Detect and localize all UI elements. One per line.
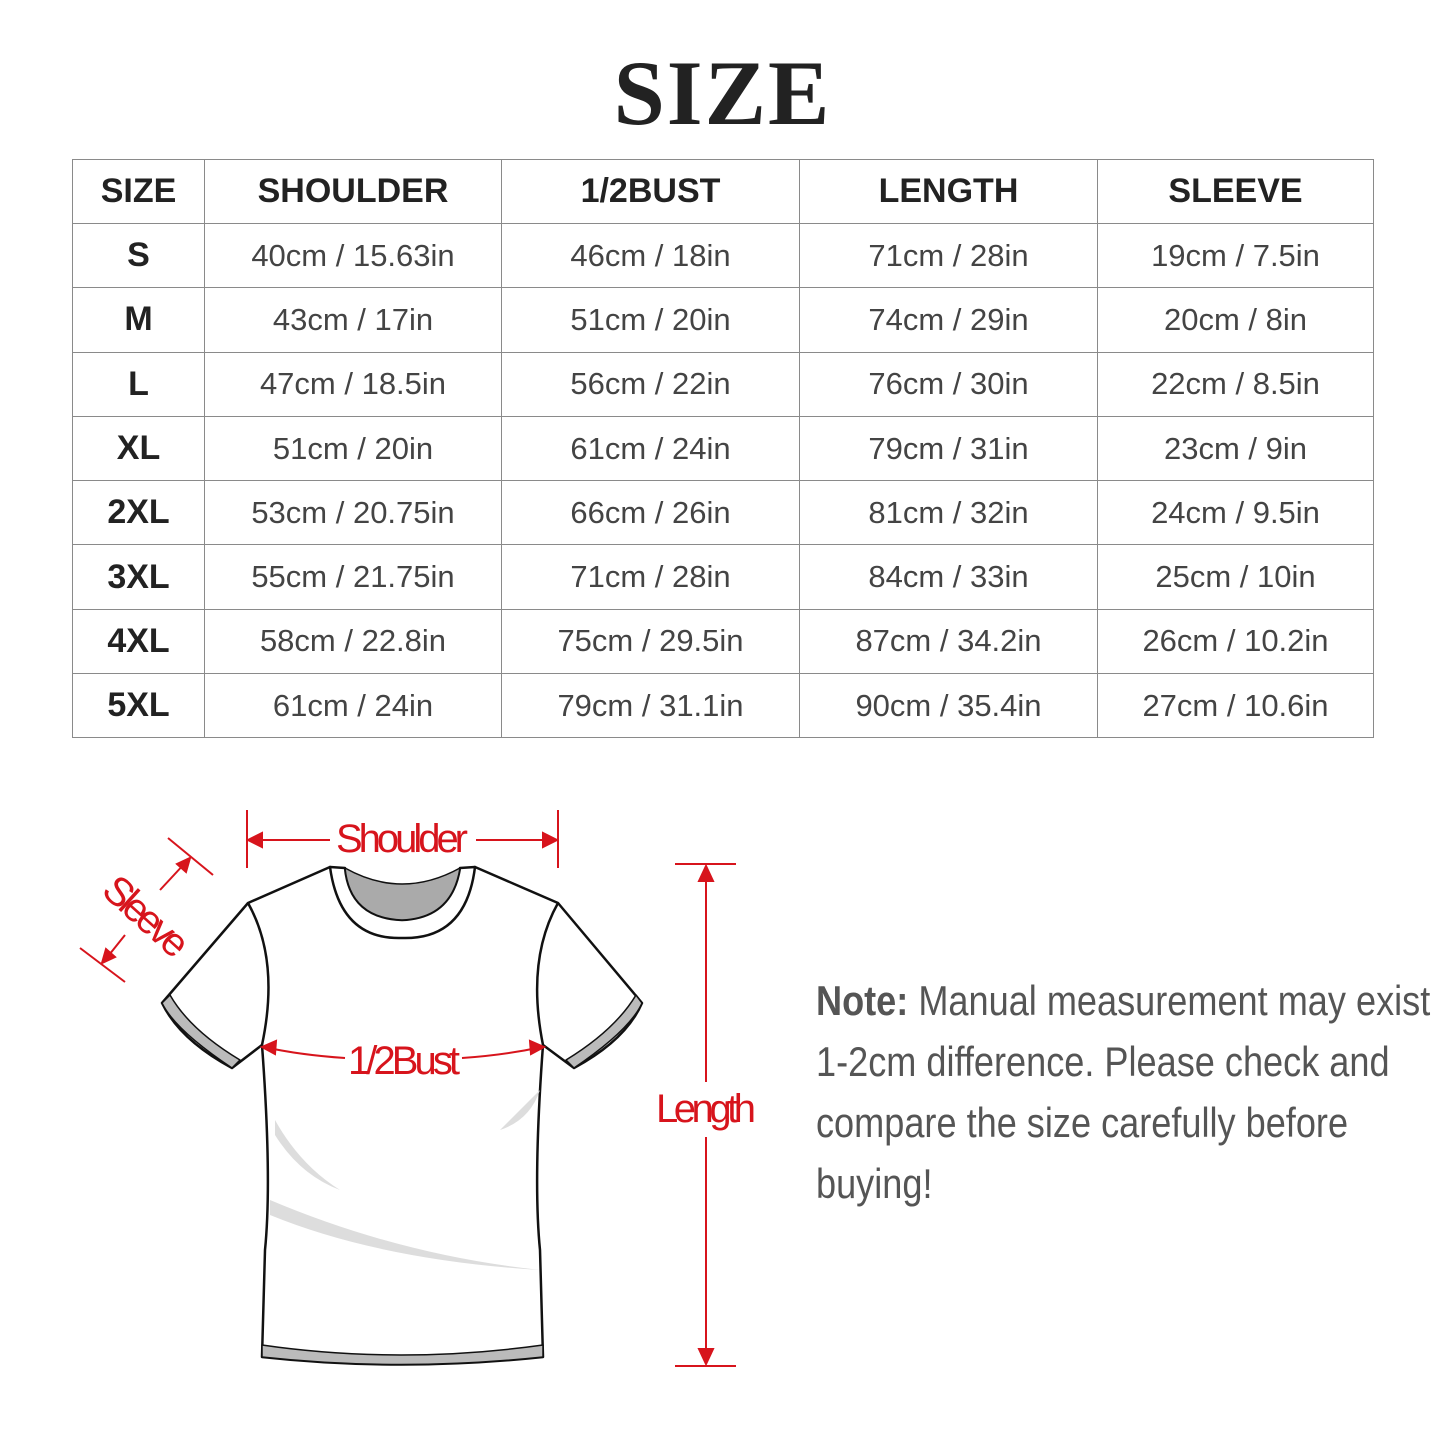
length-label: Length xyxy=(656,1087,756,1131)
size-cell: 4XL xyxy=(72,608,205,675)
length-measure xyxy=(675,863,736,1367)
measurement-cell: 19cm / 7.5in xyxy=(1097,222,1374,289)
table-row: S 40cm / 15.63in 46cm / 18in 71cm / 28in 19c… xyxy=(72,222,1374,289)
shoulder-label: Shoulder xyxy=(336,817,468,861)
measurement-cell: 53cm / 20.75in xyxy=(204,480,502,546)
size-cell: XL xyxy=(72,415,205,482)
measurement-cell: 71cm / 28in xyxy=(799,222,1098,289)
measurement-cell: 20cm / 8in xyxy=(1097,287,1374,353)
measurement-cell: 61cm / 24in xyxy=(501,415,800,482)
tshirt-diagram: Shoulder Sleeve 1/2Bust Length xyxy=(79,810,756,1367)
size-cell: L xyxy=(72,351,205,417)
tshirt-illustration xyxy=(160,865,644,1366)
measurement-cell: 56cm / 22in xyxy=(501,351,800,417)
size-cell: S xyxy=(72,222,205,289)
measurement-cell: 47cm / 18.5in xyxy=(204,351,502,417)
measurement-cell: 26cm / 10.2in xyxy=(1097,608,1374,675)
measurement-cell: 24cm / 9.5in xyxy=(1097,480,1374,546)
fabric-shading xyxy=(270,1090,540,1270)
column-header-sleeve: SLEEVE xyxy=(1097,159,1374,224)
size-cell: M xyxy=(72,287,205,353)
measurement-cell: 87cm / 34.2in xyxy=(799,608,1098,675)
measurement-cell: 23cm / 9in xyxy=(1097,415,1374,482)
measurement-cell: 27cm / 10.6in xyxy=(1097,673,1374,739)
measurement-cell: 90cm / 35.4in xyxy=(799,673,1098,739)
measurement-cell: 25cm / 10in xyxy=(1097,544,1374,610)
measurement-cell: 74cm / 29in xyxy=(799,287,1098,353)
page-title: SIZE xyxy=(613,42,832,144)
measurement-cell: 43cm / 17in xyxy=(204,287,502,353)
measurement-cell: 84cm / 33in xyxy=(799,544,1098,610)
sleeve-measure xyxy=(79,837,214,983)
note-text: Note: Manual measurement may exist 1-2cm… xyxy=(816,970,1435,1214)
shoulder-measure xyxy=(245,810,560,868)
size-table: SIZE SHOULDER 1/2BUST LENGTH SLEEVE S 40cm / … xyxy=(72,159,1374,739)
bust-measure xyxy=(259,1039,547,1059)
measurement-cell: 22cm / 8.5in xyxy=(1097,351,1374,417)
table-row: 4XL 58cm / 22.8in 75cm / 29.5in 87cm / 34.2… xyxy=(72,608,1374,675)
table-row: L 47cm / 18.5in 56cm / 22in 76cm / 30in 22cm… xyxy=(72,351,1374,417)
measurement-cell: 40cm / 15.63in xyxy=(204,222,502,289)
measurement-cell: 51cm / 20in xyxy=(501,287,800,353)
table-row: 5XL 61cm / 24in 79cm / 31.1in 90cm / 35.4in… xyxy=(72,673,1374,739)
measurement-cell: 61cm / 24in xyxy=(204,673,502,739)
column-header-shoulder: SHOULDER xyxy=(204,159,502,224)
measurement-cell: 66cm / 26in xyxy=(501,480,800,546)
table-row: XL 51cm / 20in 61cm / 24in 79cm / 31in 23cm … xyxy=(72,415,1374,482)
table-row: 3XL 55cm / 21.75in 71cm / 28in 84cm / 33in 2… xyxy=(72,544,1374,610)
bust-label: 1/2Bust xyxy=(348,1039,460,1083)
size-cell: 3XL xyxy=(72,544,205,610)
measurement-cell: 75cm / 29.5in xyxy=(501,608,800,675)
table-row: 2XL 53cm / 20.75in 66cm / 26in 81cm / 32in 2… xyxy=(72,480,1374,546)
measurement-cell: 81cm / 32in xyxy=(799,480,1098,546)
measurement-cell: 71cm / 28in xyxy=(501,544,800,610)
column-header-length: LENGTH xyxy=(799,159,1098,224)
measurement-cell: 58cm / 22.8in xyxy=(204,608,502,675)
measurement-cell: 79cm / 31.1in xyxy=(501,673,800,739)
table-row: M 43cm / 17in 51cm / 20in 74cm / 29in 20cm /… xyxy=(72,287,1374,353)
measurement-cell: 76cm / 30in xyxy=(799,351,1098,417)
note-body: Manual measurement may exist 1-2cm diffe… xyxy=(816,977,1431,1207)
column-header-size: SIZE xyxy=(72,159,205,224)
size-cell: 5XL xyxy=(72,673,205,739)
measurement-cell: 55cm / 21.75in xyxy=(204,544,502,610)
measurement-cell: 46cm / 18in xyxy=(501,222,800,289)
measurement-cell: 79cm / 31in xyxy=(799,415,1098,482)
column-header-1-2bust: 1/2BUST xyxy=(501,159,800,224)
table-header-row: SIZE SHOULDER 1/2BUST LENGTH SLEEVE xyxy=(72,159,1374,224)
measurement-cell: 51cm / 20in xyxy=(204,415,502,482)
note-label: Note: xyxy=(816,977,909,1024)
size-cell: 2XL xyxy=(72,480,205,546)
